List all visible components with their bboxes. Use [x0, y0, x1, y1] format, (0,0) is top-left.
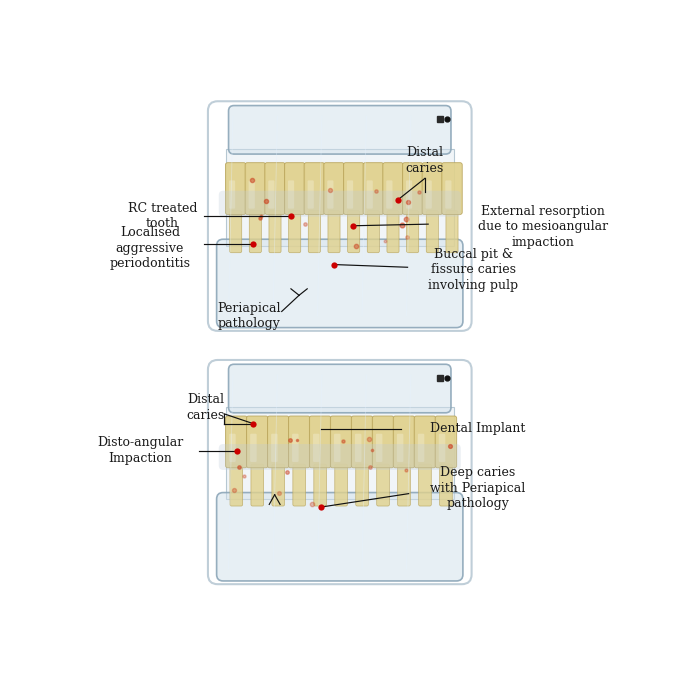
- FancyBboxPatch shape: [387, 211, 399, 253]
- FancyBboxPatch shape: [219, 190, 461, 216]
- Text: Deep caries
with Periapical
pathology: Deep caries with Periapical pathology: [430, 466, 526, 510]
- FancyBboxPatch shape: [347, 181, 353, 209]
- Text: External resorption
due to mesioangular
impaction: External resorption due to mesioangular …: [478, 205, 608, 248]
- FancyBboxPatch shape: [344, 162, 364, 214]
- FancyBboxPatch shape: [426, 181, 432, 209]
- FancyBboxPatch shape: [442, 162, 462, 214]
- Text: Periapical
pathology: Periapical pathology: [218, 302, 281, 330]
- FancyBboxPatch shape: [406, 181, 412, 209]
- FancyBboxPatch shape: [419, 464, 431, 506]
- FancyBboxPatch shape: [308, 211, 321, 253]
- FancyBboxPatch shape: [393, 416, 415, 468]
- FancyBboxPatch shape: [229, 434, 236, 462]
- FancyBboxPatch shape: [245, 162, 265, 214]
- FancyBboxPatch shape: [288, 416, 310, 468]
- Text: Dental Implant: Dental Implant: [430, 423, 526, 435]
- FancyBboxPatch shape: [226, 148, 454, 246]
- FancyBboxPatch shape: [422, 162, 442, 214]
- FancyBboxPatch shape: [309, 416, 331, 468]
- Text: Distal
caries: Distal caries: [187, 393, 225, 421]
- FancyBboxPatch shape: [219, 444, 461, 470]
- FancyBboxPatch shape: [249, 211, 261, 253]
- FancyBboxPatch shape: [407, 211, 419, 253]
- FancyBboxPatch shape: [293, 464, 305, 506]
- FancyBboxPatch shape: [356, 464, 368, 506]
- FancyBboxPatch shape: [368, 211, 379, 253]
- Text: Distal
caries: Distal caries: [406, 146, 444, 175]
- FancyBboxPatch shape: [292, 434, 299, 462]
- FancyBboxPatch shape: [272, 464, 285, 506]
- FancyBboxPatch shape: [268, 181, 274, 209]
- FancyBboxPatch shape: [334, 434, 340, 462]
- FancyBboxPatch shape: [351, 416, 373, 468]
- FancyBboxPatch shape: [230, 464, 243, 506]
- FancyBboxPatch shape: [216, 239, 463, 328]
- FancyBboxPatch shape: [228, 364, 451, 413]
- FancyBboxPatch shape: [372, 416, 394, 468]
- FancyBboxPatch shape: [271, 434, 278, 462]
- FancyBboxPatch shape: [226, 407, 454, 499]
- FancyBboxPatch shape: [418, 434, 424, 462]
- FancyBboxPatch shape: [328, 211, 340, 253]
- FancyBboxPatch shape: [330, 416, 352, 468]
- FancyBboxPatch shape: [383, 162, 403, 214]
- FancyBboxPatch shape: [246, 416, 268, 468]
- FancyBboxPatch shape: [386, 181, 393, 209]
- FancyBboxPatch shape: [230, 211, 242, 253]
- FancyBboxPatch shape: [248, 181, 255, 209]
- FancyBboxPatch shape: [426, 211, 438, 253]
- FancyBboxPatch shape: [445, 181, 452, 209]
- FancyBboxPatch shape: [267, 416, 289, 468]
- FancyBboxPatch shape: [288, 211, 301, 253]
- FancyBboxPatch shape: [435, 416, 456, 468]
- FancyBboxPatch shape: [363, 162, 384, 214]
- FancyBboxPatch shape: [304, 162, 325, 214]
- FancyBboxPatch shape: [377, 464, 389, 506]
- FancyBboxPatch shape: [313, 434, 319, 462]
- FancyBboxPatch shape: [335, 464, 347, 506]
- FancyBboxPatch shape: [398, 464, 410, 506]
- FancyBboxPatch shape: [216, 493, 463, 581]
- FancyBboxPatch shape: [250, 434, 257, 462]
- FancyBboxPatch shape: [397, 434, 403, 462]
- FancyBboxPatch shape: [328, 181, 333, 209]
- FancyBboxPatch shape: [251, 464, 264, 506]
- FancyBboxPatch shape: [314, 464, 326, 506]
- FancyBboxPatch shape: [225, 416, 247, 468]
- FancyBboxPatch shape: [376, 434, 382, 462]
- FancyBboxPatch shape: [402, 162, 423, 214]
- Text: RC treated
tooth: RC treated tooth: [127, 202, 197, 230]
- FancyBboxPatch shape: [440, 464, 452, 506]
- FancyBboxPatch shape: [367, 181, 373, 209]
- FancyBboxPatch shape: [355, 434, 361, 462]
- FancyBboxPatch shape: [307, 181, 314, 209]
- FancyBboxPatch shape: [288, 181, 294, 209]
- FancyBboxPatch shape: [229, 181, 235, 209]
- FancyBboxPatch shape: [414, 416, 435, 468]
- FancyBboxPatch shape: [324, 162, 344, 214]
- Text: Buccal pit &
fissure caries
involving pulp: Buccal pit & fissure caries involving pu…: [428, 248, 518, 292]
- FancyBboxPatch shape: [228, 106, 451, 154]
- Text: Disto-angular
Impaction: Disto-angular Impaction: [97, 436, 184, 465]
- FancyBboxPatch shape: [225, 162, 246, 214]
- FancyBboxPatch shape: [446, 211, 458, 253]
- FancyBboxPatch shape: [348, 211, 360, 253]
- FancyBboxPatch shape: [265, 162, 285, 214]
- FancyBboxPatch shape: [284, 162, 305, 214]
- Text: Localised
aggressive
periodontitis: Localised aggressive periodontitis: [109, 226, 190, 270]
- FancyBboxPatch shape: [439, 434, 445, 462]
- FancyBboxPatch shape: [269, 211, 281, 253]
